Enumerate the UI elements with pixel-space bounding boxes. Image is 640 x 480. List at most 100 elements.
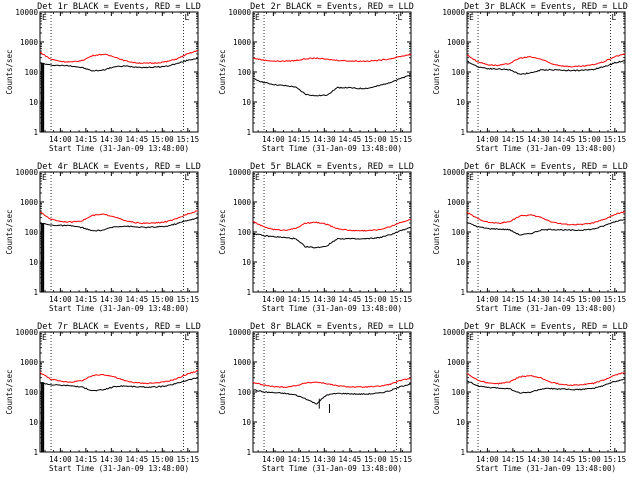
x-tick-label: 15:15 <box>390 295 413 304</box>
corner-mark-e: E <box>255 333 260 342</box>
x-tick-label: 14:45 <box>339 295 362 304</box>
panel-title: Det 9r BLACK = Events, RED = LLD <box>464 322 628 332</box>
axes-frame <box>466 331 626 453</box>
y-axis-label: Counts/sec <box>5 369 14 414</box>
x-tick-label: 15:00 <box>578 455 601 464</box>
x-tick-label: 14:00 <box>476 295 499 304</box>
x-tick-label: 14:45 <box>126 295 149 304</box>
panel-title: Det 2r BLACK = Events, RED = LLD <box>250 2 414 12</box>
y-tick-label: 100 <box>24 68 38 77</box>
series-events-line <box>39 58 198 72</box>
x-tick-label: 14:45 <box>339 135 362 144</box>
y-tick-label: 10000 <box>228 8 251 17</box>
x-tick-label: 14:45 <box>339 455 362 464</box>
x-axis-label: Start Time (31-Jan-09 13:48:00) <box>262 144 402 153</box>
panel-9: Det 9r BLACK = Events, RED = LLD Counts/s… <box>432 322 628 473</box>
corner-mark-l: L <box>612 333 617 342</box>
series-events-line <box>39 377 199 392</box>
y-tick-label: 100 <box>237 388 251 397</box>
series-events-line <box>252 74 412 97</box>
y-tick-label: 10 <box>242 258 252 267</box>
series-events-line <box>39 217 199 232</box>
corner-mark-e: E <box>42 173 47 182</box>
y-tick-label: 1000 <box>20 198 39 207</box>
x-axis-label: Start Time (31-Jan-09 13:48:00) <box>262 304 402 313</box>
y-tick-label: 1 <box>33 448 38 457</box>
x-tick-label: 14:15 <box>502 135 525 144</box>
x-tick-label: 14:15 <box>75 135 98 144</box>
series-lld-line <box>39 49 199 65</box>
y-tick-label: 10 <box>456 258 466 267</box>
corner-mark-l: L <box>612 13 617 22</box>
y-tick-label: 10 <box>29 98 39 107</box>
corner-mark-l: L <box>185 333 190 342</box>
y-tick-label: 100 <box>451 228 465 237</box>
panel-7: Det 7r BLACK = Events, RED = LLD Counts/s… <box>5 322 201 473</box>
x-tick-label: 15:15 <box>604 455 627 464</box>
x-tick-label: 15:15 <box>177 135 200 144</box>
y-tick-label: 1000 <box>233 358 252 367</box>
x-tick-label: 14:15 <box>288 295 311 304</box>
y-tick-label: 1 <box>460 448 465 457</box>
x-tick-label: 15:15 <box>604 295 627 304</box>
x-axis-label: Start Time (31-Jan-09 13:48:00) <box>49 304 189 313</box>
x-tick-label: 14:45 <box>553 455 576 464</box>
y-tick-label: 100 <box>451 388 465 397</box>
corner-mark-e: E <box>255 13 260 22</box>
x-axis-label: Start Time (31-Jan-09 13:48:00) <box>49 464 189 473</box>
x-axis-label: Start Time (31-Jan-09 13:48:00) <box>49 144 189 153</box>
y-axis-label: Counts/sec <box>5 209 14 254</box>
y-tick-label: 10 <box>456 98 466 107</box>
x-tick-label: 14:30 <box>527 455 550 464</box>
series-events-line <box>466 378 626 394</box>
panel-title: Det 6r BLACK = Events, RED = LLD <box>464 162 628 172</box>
x-tick-label: 14:15 <box>502 455 525 464</box>
panel-title: Det 4r BLACK = Events, RED = LLD <box>37 162 201 172</box>
x-tick-label: 15:15 <box>177 295 200 304</box>
y-axis-label: Counts/sec <box>432 49 441 94</box>
x-tick-label: 15:15 <box>390 135 413 144</box>
y-tick-label: 1 <box>33 288 38 297</box>
corner-mark-l: L <box>398 173 403 182</box>
x-tick-label: 14:30 <box>313 455 336 464</box>
panel-5: Det 5r BLACK = Events, RED = LLD Counts/s… <box>218 162 414 313</box>
y-tick-label: 10000 <box>442 168 465 177</box>
x-axis-label: Start Time (31-Jan-09 13:48:00) <box>476 144 616 153</box>
corner-mark-e: E <box>469 13 474 22</box>
x-tick-label: 14:00 <box>262 295 285 304</box>
x-tick-label: 15:00 <box>364 135 387 144</box>
corner-mark-l: L <box>612 173 617 182</box>
axes-frame <box>252 171 412 293</box>
corner-mark-e: E <box>469 333 474 342</box>
y-tick-label: 1000 <box>447 38 466 47</box>
y-tick-label: 10000 <box>15 8 38 17</box>
y-tick-label: 1 <box>246 288 251 297</box>
x-tick-label: 15:00 <box>151 455 174 464</box>
x-tick-label: 15:15 <box>390 455 413 464</box>
corner-mark-l: L <box>185 13 190 22</box>
series-lld-line <box>252 377 412 389</box>
x-tick-label: 14:15 <box>75 455 98 464</box>
y-tick-label: 1000 <box>20 358 39 367</box>
panel-title: Det 8r BLACK = Events, RED = LLD <box>250 322 414 332</box>
axes-frame <box>252 11 412 133</box>
x-tick-label: 14:00 <box>49 295 72 304</box>
panel-6: Det 6r BLACK = Events, RED = LLD Counts/s… <box>432 162 628 313</box>
series-lld-line <box>252 53 412 63</box>
corner-mark-e: E <box>42 333 47 342</box>
x-tick-label: 15:00 <box>578 135 601 144</box>
y-axis-label: Counts/sec <box>218 49 227 94</box>
panel-title: Det 1r BLACK = Events, RED = LLD <box>37 2 201 12</box>
panel-title: Det 5r BLACK = Events, RED = LLD <box>250 162 414 172</box>
axes-frame <box>466 171 626 293</box>
y-tick-label: 1000 <box>447 198 466 207</box>
x-axis-label: Start Time (31-Jan-09 13:48:00) <box>262 464 402 473</box>
x-tick-label: 14:00 <box>49 455 72 464</box>
series-lld-line <box>466 211 626 226</box>
corner-mark-e: E <box>469 173 474 182</box>
series-lld-line <box>466 372 626 387</box>
panel-1: Det 1r BLACK = Events, RED = LLD Counts/s… <box>5 2 201 153</box>
y-tick-label: 10 <box>456 418 466 427</box>
x-tick-label: 14:30 <box>100 295 123 304</box>
